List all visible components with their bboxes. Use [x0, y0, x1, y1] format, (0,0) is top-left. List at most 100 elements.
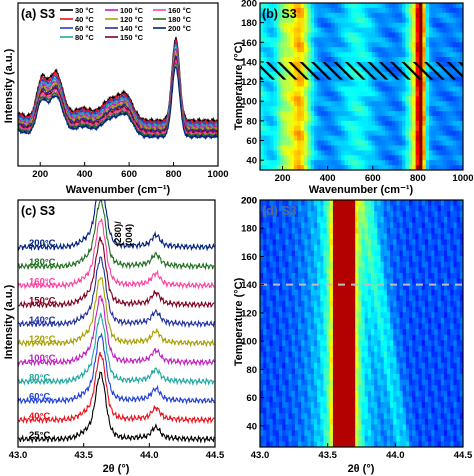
panel-d-cell	[386, 284, 391, 291]
panel-b-cell	[452, 120, 457, 127]
panel-d-cell	[301, 301, 305, 308]
panel-d-cell	[361, 239, 366, 246]
panel-d-cell	[402, 284, 407, 291]
panel-d-cell	[351, 317, 356, 325]
panel-d-cell	[380, 396, 385, 403]
panel-d-cell	[332, 250, 337, 257]
panel-d-cell	[456, 345, 461, 353]
panel-d-cell	[342, 256, 347, 263]
panel-d-cell	[288, 357, 293, 364]
panel-b-cell	[331, 130, 336, 137]
panel-b-cell	[276, 111, 281, 117]
panel-d-cell	[393, 216, 397, 224]
panel-d-cell	[298, 205, 302, 212]
panel-d-cell	[348, 267, 353, 274]
panel-b-cell	[405, 115, 410, 122]
panel-b-cell	[456, 155, 461, 161]
panel-d-cell	[342, 396, 347, 403]
panel-d-cell	[260, 435, 264, 442]
panel-d-cell	[358, 200, 363, 207]
panel-d-cell	[386, 435, 391, 442]
panel-d-cell	[279, 334, 283, 341]
panel-d-cell	[434, 239, 439, 246]
panel-b-cell	[388, 3, 393, 9]
panel-b-cell	[378, 160, 383, 166]
panel-d-cell	[443, 295, 448, 302]
panel-b-cell	[347, 135, 352, 142]
panel-b-cell	[320, 17, 325, 24]
panel-d-cell	[294, 435, 299, 442]
panel-d-cell	[383, 396, 388, 403]
panel-d-cell	[456, 200, 461, 207]
panel-d-cell	[310, 374, 315, 381]
panel-b-cell	[371, 106, 376, 112]
panel-d-cell	[383, 357, 388, 364]
panel-d-cell	[329, 301, 334, 308]
panel-b-cell	[331, 135, 336, 142]
panel-b-cell	[320, 81, 325, 88]
panel-d-cell	[415, 317, 420, 325]
panel-d-ytick-label: 80	[246, 365, 257, 376]
panel-d-cell	[402, 239, 407, 246]
panel-d-cell	[453, 413, 458, 420]
panel-d-cell	[383, 228, 388, 235]
panel-b-cell	[398, 160, 403, 166]
panel-d-cell	[418, 278, 423, 285]
panel-d-cell	[285, 250, 290, 257]
panel-d-cell	[393, 323, 397, 330]
panel-d-cell	[294, 250, 299, 257]
panel-d-cell	[288, 424, 293, 431]
panel-d-cell	[412, 239, 417, 246]
panel-b-cell	[398, 101, 403, 107]
panel-b-cell	[375, 96, 380, 102]
panel-d-cell	[307, 306, 312, 313]
panel-b-cell	[446, 22, 451, 29]
panel-d-cell	[428, 430, 432, 437]
panel-b-cell	[459, 130, 463, 137]
panel-d-cell	[374, 368, 378, 375]
panel-d-cell	[390, 301, 394, 308]
panel-b-cell	[344, 32, 349, 38]
panel-d-cell	[440, 312, 445, 319]
panel-d-cell	[380, 345, 385, 353]
panel-b-cell	[364, 32, 369, 38]
panel-b-cell	[287, 81, 292, 88]
panel-d-cell	[275, 441, 280, 447]
panel-d-cell	[317, 205, 321, 212]
panel-b-cell	[432, 22, 437, 29]
panel-d-cell	[272, 385, 277, 392]
panel-d-cell	[402, 340, 407, 347]
panel-b-cell	[266, 130, 271, 137]
panel-b-cell	[331, 32, 336, 38]
panel-d-cell	[415, 244, 420, 252]
panel-d-cell	[342, 334, 347, 341]
panel-d-cell	[380, 379, 385, 386]
panel-d-cell	[437, 267, 442, 274]
panel-d-cell	[291, 379, 296, 386]
panel-d-cell	[326, 317, 331, 325]
panel-d-cell	[339, 301, 344, 308]
panel-d-cell	[301, 385, 305, 392]
panel-d-cell	[320, 289, 325, 297]
panel-d-cell	[459, 289, 463, 297]
panel-d-cell	[396, 329, 401, 336]
panel-d-cell	[386, 362, 391, 370]
panel-b-cell	[324, 165, 329, 170]
panel-d-cell	[393, 430, 397, 437]
panel-d-cell	[459, 413, 463, 420]
panel-b-cell	[354, 42, 359, 48]
panel-d-cell	[405, 418, 410, 426]
panel-d-cell	[348, 272, 353, 280]
panel-d-cell	[374, 312, 378, 319]
panel-d-cell	[269, 385, 274, 392]
panel-b-cell	[439, 130, 444, 137]
panel-b-cell	[260, 145, 264, 151]
panel-d-cell	[263, 267, 267, 274]
panel-d-cell	[313, 211, 318, 218]
panel-b-cell	[263, 111, 268, 117]
panel-b-cell	[317, 165, 322, 170]
panel-b-cell	[364, 150, 369, 156]
panel-b-cell	[287, 145, 292, 151]
panel-d-cell	[447, 351, 451, 358]
panel-d-cell	[272, 407, 277, 414]
